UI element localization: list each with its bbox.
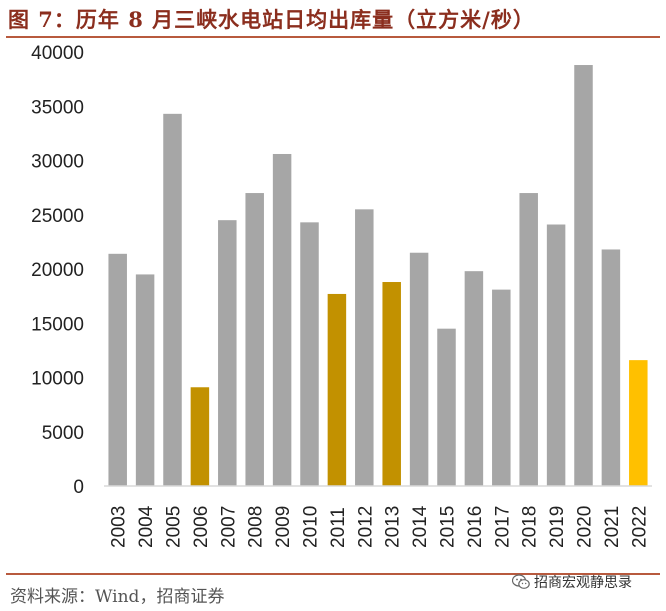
x-tick-label: 2009 [273,506,294,548]
bar-2013 [382,282,401,486]
bar-2009 [272,153,292,487]
x-tick-label: 2022 [629,506,650,548]
source-note: 资料来源：Wind，招商证券 [10,587,225,607]
x-axis: 2003 2004 2005 2006 2007 2008 2009 2010 2011 2012… [109,505,651,548]
x-tick-label: 2017 [492,506,513,548]
bar-2004 [135,274,155,486]
bar-2008 [245,193,264,487]
bar-2007 [218,220,237,487]
bar-2015 [437,328,456,486]
bar-2014 [409,252,429,486]
y-tick-label: 40000 [31,43,84,64]
bar-2003 [108,253,127,486]
y-tick-label: 25000 [31,206,84,227]
bar-2020 [574,65,593,487]
x-tick-label: 2021 [602,506,623,548]
y-axis: 0 5000 10000 15000 20000 25000 30000 35000 40000 [31,43,84,498]
x-tick-label: 2015 [438,506,459,548]
x-tick-label: 2016 [465,506,486,548]
y-tick-label: 0 [73,477,84,498]
watermark-text: 招商宏观静思录 [534,575,632,591]
title-rule [6,36,660,38]
x-tick-label: 2003 [109,506,130,548]
x-tick-label: 2006 [191,506,212,548]
x-tick-label: 2004 [136,505,157,548]
x-tick-label: 2014 [410,505,431,548]
x-tick-label: 2019 [547,506,568,548]
bar-2010 [300,222,319,486]
x-tick-label: 2011 [328,507,349,548]
x-tick-label: 2018 [520,506,541,548]
x-tick-label: 2020 [575,506,596,548]
y-tick-label: 10000 [31,369,84,390]
source-rule [6,573,660,575]
bar-2016 [464,271,484,486]
chart-title: 图 7：历年 8 月三峡水电站日均出库量（立方米/秒） [8,7,535,32]
wechat-watermark: 招商宏观静思录 [512,572,632,592]
x-tick-label: 2010 [301,506,322,548]
bar-2018 [519,193,538,487]
y-tick-label: 5000 [42,423,84,444]
wechat-icon [512,574,530,589]
bar-2006 [190,387,210,486]
bar-2011 [327,293,347,486]
x-tick-label: 2013 [383,506,404,548]
bar-2022 [629,360,648,486]
y-tick-label: 35000 [31,97,84,118]
bar-2005 [163,113,182,486]
bar-2012 [355,209,374,486]
bar-2019 [546,224,566,486]
x-tick-label: 2005 [164,506,185,548]
bar-series [108,65,648,487]
bar-chart: 0 5000 10000 15000 20000 25000 30000 35000 40000… [31,43,652,548]
x-tick-label: 2012 [355,506,376,548]
y-tick-label: 15000 [31,314,84,335]
x-tick-label: 2007 [218,506,239,548]
bar-2021 [601,249,621,486]
y-tick-label: 20000 [31,260,84,281]
x-tick-label: 2008 [246,506,267,548]
bar-2017 [492,289,511,486]
y-tick-label: 30000 [31,152,84,173]
